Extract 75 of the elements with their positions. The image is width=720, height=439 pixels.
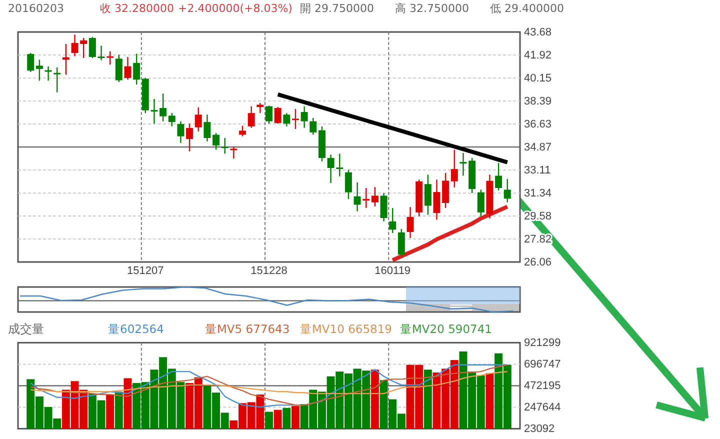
- y-tick-label: 696747: [524, 358, 561, 371]
- candlestick: [495, 162, 502, 191]
- candlestick: [221, 137, 228, 154]
- x-tick-label: 151207: [127, 264, 164, 277]
- candlestick: [115, 54, 122, 83]
- candlestick: [239, 125, 246, 137]
- candlestick: [106, 50, 114, 66]
- x-tick-label: 160119: [374, 264, 411, 277]
- candlestick: [160, 93, 167, 122]
- candlestick: [389, 207, 396, 234]
- text: 高 32.750000: [395, 2, 469, 15]
- candlestick: [27, 52, 34, 73]
- y-tick-label: 38.39: [524, 96, 552, 108]
- candlestick: [283, 112, 290, 127]
- candlestick: [406, 206, 414, 239]
- candlestick: [424, 174, 432, 216]
- candlestick: [477, 189, 484, 217]
- text: 量602564: [108, 322, 164, 336]
- candlestick: [212, 132, 220, 150]
- candlestick: [354, 182, 361, 212]
- candlestick: [362, 187, 370, 209]
- candlestick: [177, 120, 184, 144]
- text: 量MV5 677643: [205, 322, 290, 336]
- y-tick-label: 41.92: [524, 49, 552, 62]
- text: 低 29.400000: [490, 2, 564, 15]
- y-tick-label: 31.34: [524, 188, 552, 200]
- candlestick: [230, 146, 238, 160]
- candlestick: [256, 102, 264, 114]
- candlestick: [36, 59, 43, 82]
- candlestick: [344, 169, 352, 200]
- chart-title: 成交量: [8, 322, 44, 336]
- candlestick: [124, 56, 132, 80]
- candlestick: [186, 123, 194, 152]
- line-series: [30, 370, 508, 394]
- candlestick: [380, 192, 388, 222]
- y-tick-label: 33.11: [524, 164, 551, 176]
- candlestick: [450, 149, 458, 188]
- text: 20160203: [8, 2, 64, 15]
- candlestick: [460, 152, 467, 176]
- x-tick-label: 151228: [250, 264, 288, 277]
- line-series: [276, 92, 510, 164]
- y-tick-label: 23092: [524, 423, 555, 436]
- text: 收 32.280000: [100, 2, 174, 15]
- y-tick-label: 247644: [524, 402, 561, 414]
- y-tick-label: 472195: [524, 380, 561, 392]
- candlestick: [168, 112, 176, 127]
- candlestick: [266, 105, 272, 124]
- candlestick: [44, 66, 52, 82]
- candlestick: [371, 186, 378, 207]
- y-tick-label: 34.87: [524, 142, 552, 154]
- candlestick: [54, 66, 61, 93]
- candlestick: [504, 178, 511, 203]
- candlestick: [433, 179, 440, 220]
- candlestick: [398, 228, 405, 257]
- candlestick: [194, 106, 202, 132]
- line-series: [390, 204, 510, 262]
- candlestick: [88, 36, 96, 59]
- text: 開 29.750000: [300, 2, 374, 15]
- y-tick-label: 40.15: [524, 72, 552, 85]
- text: +2.400000(+8.03%): [178, 2, 292, 15]
- candlestick: [204, 114, 211, 142]
- y-tick-label: 36.63: [524, 118, 552, 131]
- candlestick: [248, 106, 255, 129]
- text: 量MV20 590741: [400, 322, 492, 336]
- y-tick-label: 921299: [524, 337, 561, 350]
- y-tick-label: 43.68: [524, 26, 552, 39]
- candlestick: [300, 106, 308, 129]
- text: 量MV10 665819: [300, 322, 392, 336]
- candlestick: [442, 172, 450, 209]
- candlestick: [133, 53, 140, 86]
- candlestick: [274, 106, 282, 124]
- y-tick-label: 26.06: [524, 256, 552, 269]
- candlestick: [292, 108, 299, 130]
- candlestick: [310, 117, 317, 136]
- candlestick: [98, 45, 105, 61]
